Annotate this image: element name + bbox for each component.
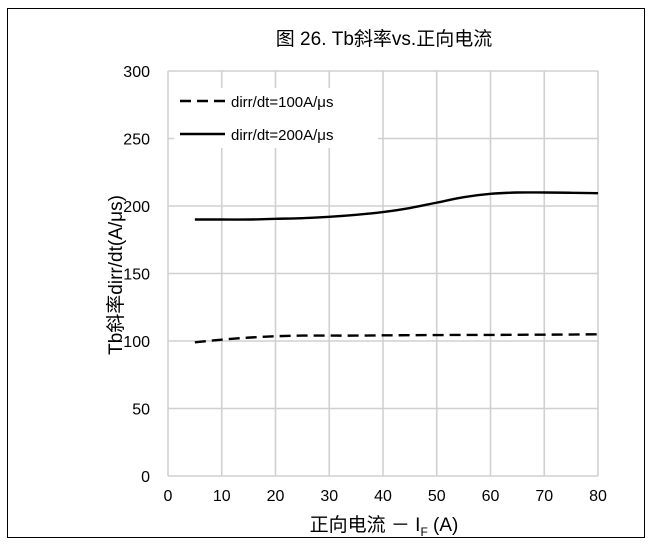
x-tick-label: 0 xyxy=(164,488,173,505)
series-lines xyxy=(194,191,599,344)
y-tick-label: 0 xyxy=(141,469,150,486)
legend-label-200: dirr/dt=200A/μs xyxy=(231,127,333,144)
grid xyxy=(167,70,599,477)
y-tick-label: 100 xyxy=(123,334,150,351)
y-tick-label: 50 xyxy=(132,402,150,419)
y-axis-title: Tb斜率dirr/dt(A/μs) xyxy=(105,195,127,355)
x-axis-title: 正向电流 － IF (A) xyxy=(310,514,459,539)
y-tick-label: 250 xyxy=(123,132,150,149)
tick-labels: 0 10 20 30 40 50 60 70 80 0 50 100 150 200 250 300 xyxy=(123,64,607,505)
x-tick-label: 50 xyxy=(428,488,446,505)
x-axis-title-main: 正向电流 － I xyxy=(310,514,421,536)
x-tick-label: 80 xyxy=(589,488,607,505)
x-tick-label: 30 xyxy=(320,488,338,505)
series-line-1 xyxy=(194,191,599,221)
x-tick-label: 20 xyxy=(267,488,285,505)
x-axis-title-subscript: F xyxy=(420,525,427,539)
x-axis-title-suffix: (A) xyxy=(428,515,459,536)
y-tick-label: 150 xyxy=(123,267,150,284)
y-tick-label: 200 xyxy=(123,199,150,216)
chart-title: 图 26. Tb斜率vs.正向电流 xyxy=(276,28,492,50)
y-tick-label: 300 xyxy=(123,64,150,81)
x-tick-label: 60 xyxy=(482,488,500,505)
x-tick-label: 10 xyxy=(213,488,231,505)
x-tick-label: 40 xyxy=(374,488,392,505)
chart-frame xyxy=(7,8,645,538)
legend-label-100: dirr/dt=100A/μs xyxy=(231,94,333,111)
x-tick-label: 70 xyxy=(535,488,553,505)
legend-background xyxy=(174,88,378,148)
